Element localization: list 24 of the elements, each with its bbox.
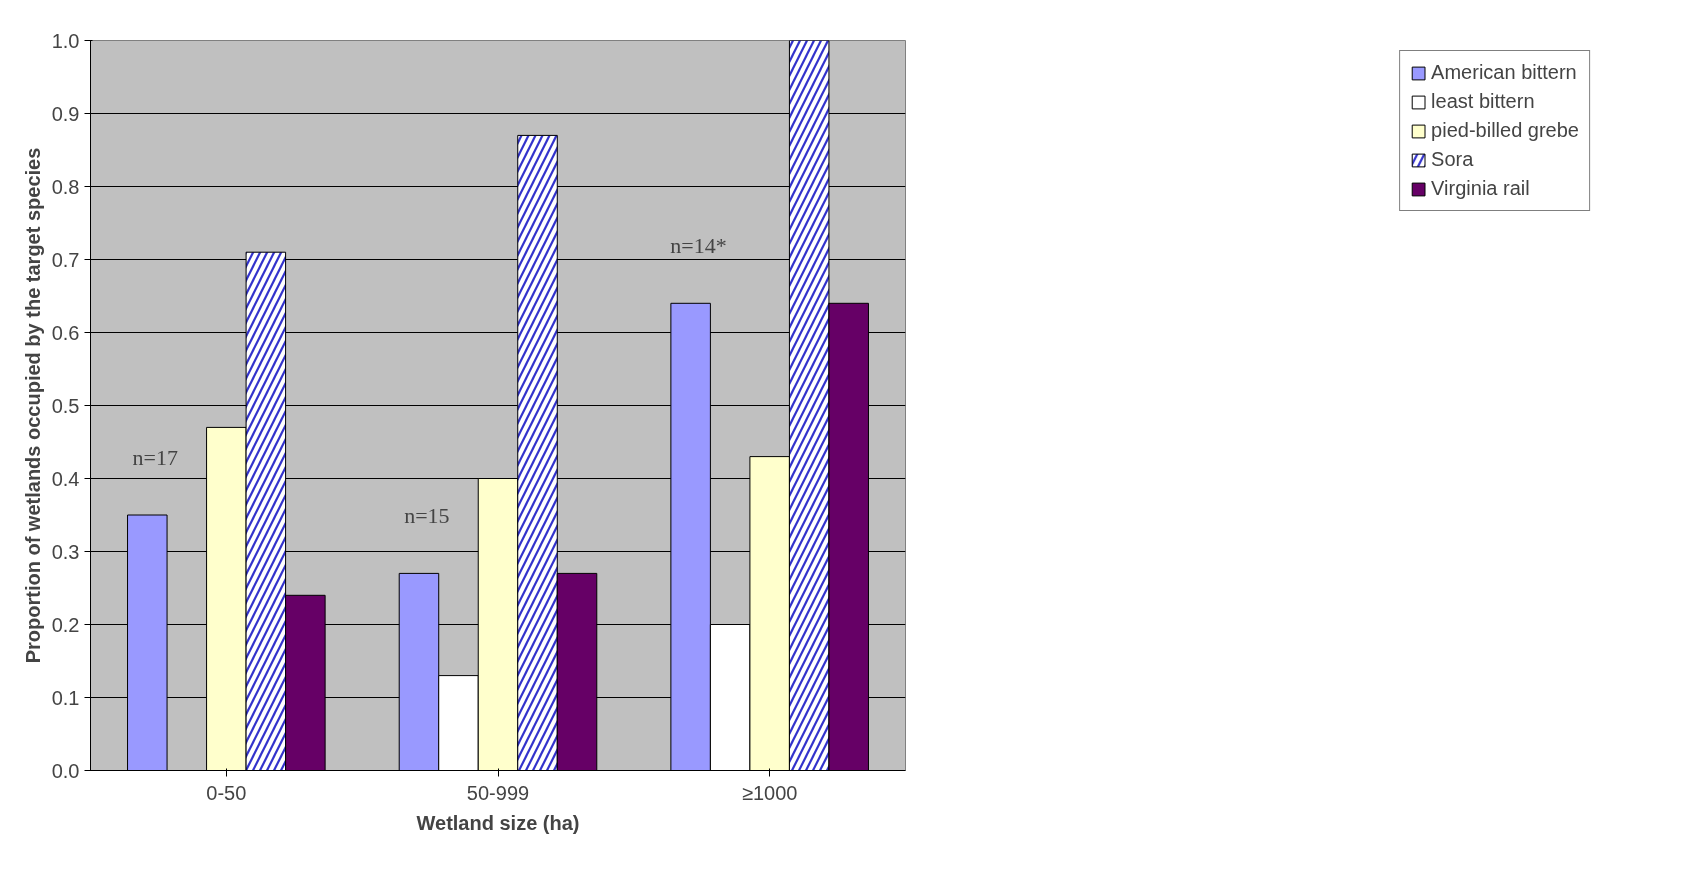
x-axis-title: Wetland size (ha) (416, 811, 580, 834)
y-tick-label: 0.2 (51, 613, 80, 636)
y-tick-label: 0.1 (51, 686, 80, 709)
y-tick-label: 0.3 (51, 540, 80, 563)
y-tick-label: 0.4 (51, 467, 80, 490)
legend-label: Sora (1431, 148, 1474, 171)
legend-label: pied-billed grebe (1431, 119, 1579, 142)
annotation: n=14* (670, 233, 727, 259)
y-tick-label: 0.8 (51, 175, 80, 198)
y-tick-label: 0.0 (51, 759, 80, 782)
x-tick-label: 50-999 (466, 781, 530, 804)
y-tick-label: 0.6 (51, 321, 80, 344)
y-tick-label: 0.7 (51, 248, 80, 271)
y-tick-label: 0.9 (51, 102, 80, 125)
annotation: n=15 (404, 503, 450, 529)
y-axis-title: Proportion of wetlands occupied by the target species (21, 147, 44, 664)
legend-label: Virginia rail (1431, 177, 1530, 200)
x-tick-label: 0-50 (206, 781, 247, 804)
x-tick-label: ≥1000 (741, 781, 798, 804)
legend-label: least bittern (1431, 90, 1535, 113)
y-tick-label: 1.0 (51, 29, 80, 52)
annotation: n=17 (132, 445, 178, 470)
y-tick-label: 0.5 (51, 394, 80, 417)
legend-label: American bittern (1431, 61, 1577, 84)
